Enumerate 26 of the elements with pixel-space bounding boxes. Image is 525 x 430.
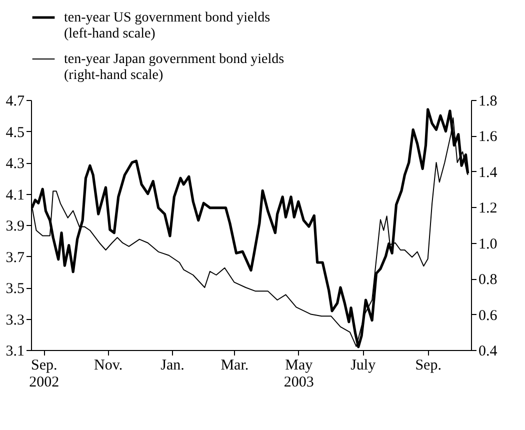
x-tick-label: Sep. 2002	[29, 358, 60, 390]
x-tick-label: Mar.	[220, 358, 249, 374]
y2-tick-label: 0.4	[478, 344, 498, 360]
y2-tick-label: 0.6	[478, 308, 498, 324]
y-tick-label: 4.5	[6, 124, 24, 141]
y-tick-label: 4.1	[6, 187, 24, 204]
y2-tick-label: 1.8	[478, 94, 498, 110]
y-tick-label: 3.9	[6, 218, 24, 234]
y2-tick-label: 1.0	[478, 236, 498, 252]
y-tick-label: 3.7	[6, 250, 25, 266]
x-tick-label: Nov.	[94, 358, 123, 374]
legend-label: ten-year Japan government bond yields (right-hand scale)	[64, 52, 284, 83]
x-tick-label: Jan.	[160, 358, 184, 374]
y-tick-label: 3.1	[6, 344, 24, 360]
y-tick-label: 3.5	[6, 281, 24, 297]
y2-tick-label: 1.6	[478, 129, 498, 146]
legend-label: ten-year US government bond yields (left-hand scale)	[64, 10, 270, 42]
y2-tick-label: 1.4	[478, 164, 498, 181]
y2-tick-label: 1.2	[478, 200, 498, 217]
x-tick-label: Sep.	[415, 358, 442, 374]
y-tick-label: 3.3	[6, 312, 24, 328]
x-tick-label: July	[350, 358, 376, 374]
y2-tick-label: 0.8	[478, 272, 498, 288]
y-tick-label: 4.7	[6, 94, 25, 110]
y-tick-label: 4.3	[6, 156, 24, 172]
x-tick-label: May 2003	[284, 358, 314, 390]
